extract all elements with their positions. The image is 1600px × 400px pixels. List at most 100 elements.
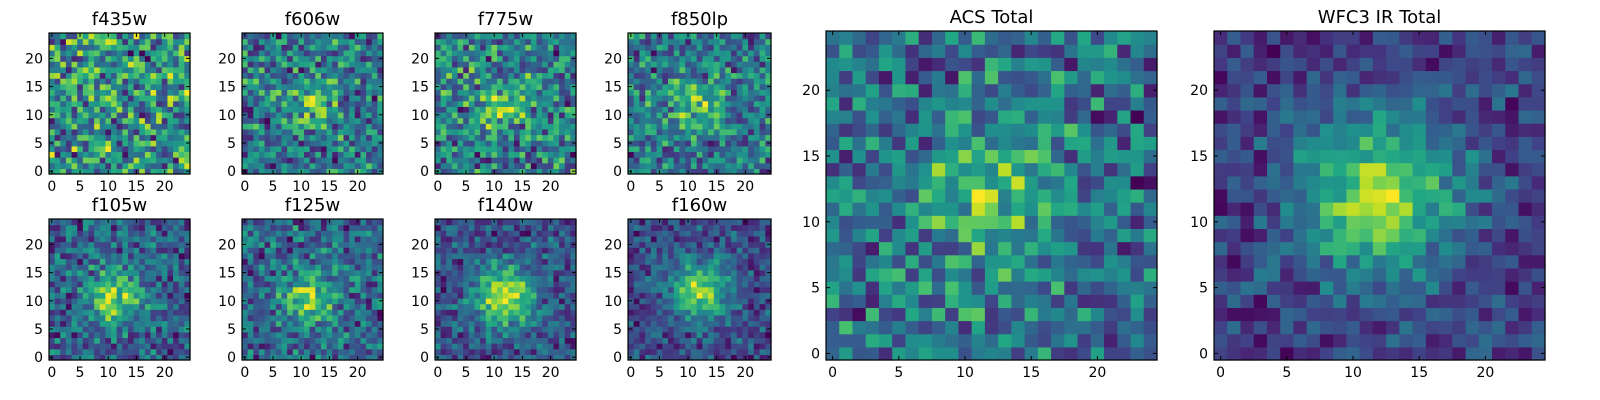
heatmap-cell [292,292,299,299]
heatmap-cell [497,78,504,85]
heatmap-cell [377,95,384,102]
heatmap-cell [463,151,470,158]
heatmap-cell [742,337,749,344]
heatmap-cell [116,281,123,288]
heatmap-cell [650,286,658,293]
heatmap-cell [326,134,333,141]
heatmap-cell [332,281,339,288]
heatmap-cell [519,275,526,282]
heatmap-cell [173,247,180,254]
heatmap-cell [765,128,772,136]
heatmap-cell [485,151,492,158]
heatmap-cell [116,66,123,74]
heatmap-cell [326,230,333,237]
heatmap-cell [673,95,681,102]
heatmap-cell [337,320,345,327]
heatmap-cell [54,145,61,153]
heatmap-cell [281,44,288,51]
heatmap-cell [673,78,681,85]
heatmap-cell [502,264,509,271]
heatmap-cell [748,292,755,299]
heatmap-cell [150,117,157,124]
heatmap-cell [668,292,675,299]
heatmap-cell [553,326,560,333]
heatmap-cell [247,111,254,119]
heatmap-cell [275,33,283,40]
heatmap-cell [491,314,498,322]
heatmap-cell [264,320,271,327]
heatmap-cell [332,66,339,74]
heatmap-cell [60,230,67,237]
heatmap-cell [167,264,174,271]
heatmap-cell [144,219,152,226]
heatmap-cell [60,314,67,322]
heatmap-cell [292,44,299,51]
heatmap-cell [105,55,112,62]
heatmap-cell [628,320,635,327]
heatmap-cell [366,157,373,164]
heatmap-cell [167,252,174,260]
heatmap-cell [662,297,669,305]
heatmap-cell [440,297,447,305]
heatmap-cell [281,219,288,226]
heatmap-cell [253,157,260,164]
heatmap-cell [94,269,101,276]
heatmap-cell [377,89,384,96]
heatmap-cell [99,117,106,124]
heatmap-cell [713,314,721,322]
heatmap-cell [547,348,555,355]
heatmap-cell [719,275,726,282]
heatmap-cell [474,111,481,119]
heatmap-cell [457,44,464,51]
heatmap-cell [349,49,356,57]
heatmap-cell [54,343,61,350]
y-tick-label: 15 [411,80,429,96]
heatmap-cell [451,61,459,68]
heatmap-cell [343,72,350,79]
heatmap-cell [326,66,333,74]
heatmap-cell [633,38,641,45]
heatmap-cell [491,320,498,327]
heatmap-cell [88,275,95,282]
heatmap-cell [690,61,698,68]
heatmap-cell [133,264,140,271]
heatmap-cell [542,224,549,231]
heatmap-cell [457,297,464,305]
heatmap-cell [748,354,755,361]
heatmap-cell [161,66,169,74]
heatmap-cell [156,269,163,276]
heatmap-cell [708,128,715,136]
heatmap-cell [360,61,367,68]
heatmap-cell [536,348,543,355]
heatmap-cell [553,309,560,316]
heatmap-cell [242,286,249,293]
heatmap-cell [337,337,345,344]
heatmap-cell [719,89,726,96]
heatmap-cell [94,117,101,124]
heatmap-cell [337,162,345,169]
heatmap-cell [719,55,726,62]
heatmap-cell [167,111,174,119]
heatmap-cell [77,140,84,147]
heatmap-cell [536,123,543,130]
heatmap-cell [156,230,163,237]
heatmap-cell [178,38,185,45]
heatmap-cell [673,44,681,51]
heatmap-cell [725,140,732,147]
heatmap-cell [497,219,504,226]
heatmap-cell [685,281,692,288]
heatmap-cell [628,314,635,322]
heatmap-cell [320,134,328,141]
heatmap-cell [668,72,675,79]
heatmap-cell [491,128,498,136]
heatmap-cell [639,348,646,355]
heatmap-cell [292,78,299,85]
heatmap-cell [668,151,675,158]
heatmap-cell [713,100,721,107]
heatmap-cell [485,49,492,57]
heatmap-cell [320,309,328,316]
heatmap-cell [508,117,515,124]
heatmap-cell [753,49,761,57]
heatmap-cell [377,337,384,344]
heatmap-cell [309,49,316,57]
